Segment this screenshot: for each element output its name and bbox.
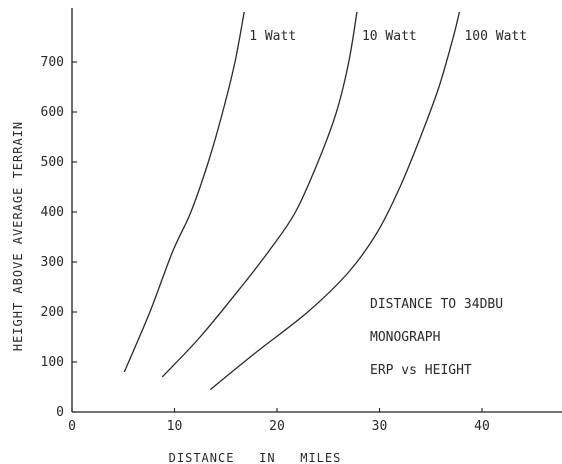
series-label-group: 1 Watt 10 Watt 100 Watt	[249, 29, 527, 44]
annotation-line-1: DISTANCE TO 34DBU	[370, 297, 503, 312]
y-tick-label-2: 200	[41, 305, 64, 320]
y-tick-label-4: 400	[41, 205, 64, 220]
y-tick-label-7: 700	[41, 55, 64, 70]
y-tick-label-3: 300	[41, 255, 64, 270]
series-line-0	[123, 11, 245, 373]
y-tick-label-6: 600	[41, 105, 64, 120]
y-tick-label-5: 500	[41, 155, 64, 170]
x-tick-label-4: 40	[474, 419, 490, 434]
series-label-2: 100 Watt	[464, 29, 527, 44]
annotation-line-2: MONOGRAPH	[370, 330, 440, 345]
annotation-line-3: ERP vs HEIGHT	[370, 363, 472, 378]
y-axis-title: HEIGHT ABOVE AVERAGE TERRAIN	[11, 121, 25, 351]
y-tick-label-1: 100	[41, 355, 64, 370]
series-label-0: 1 Watt	[249, 29, 296, 44]
series-label-1: 10 Watt	[362, 29, 417, 44]
curve-group	[123, 11, 461, 391]
x-axis-title: DISTANCE IN MILES	[169, 451, 342, 464]
x-tick-label-2: 20	[269, 419, 285, 434]
y-tick-label-0: 0	[56, 405, 64, 420]
x-tick-label-0: 0	[68, 419, 76, 434]
series-line-2	[209, 11, 461, 391]
x-tick-label-3: 30	[372, 419, 388, 434]
series-line-1	[161, 11, 358, 378]
x-tick-label-1: 10	[167, 419, 183, 434]
